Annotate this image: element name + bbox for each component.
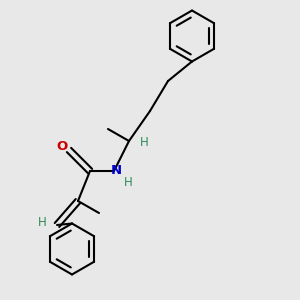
Text: O: O <box>56 140 68 154</box>
Text: N: N <box>111 164 122 178</box>
Text: H: H <box>124 176 132 189</box>
Text: H: H <box>38 216 46 229</box>
Text: H: H <box>140 136 148 149</box>
